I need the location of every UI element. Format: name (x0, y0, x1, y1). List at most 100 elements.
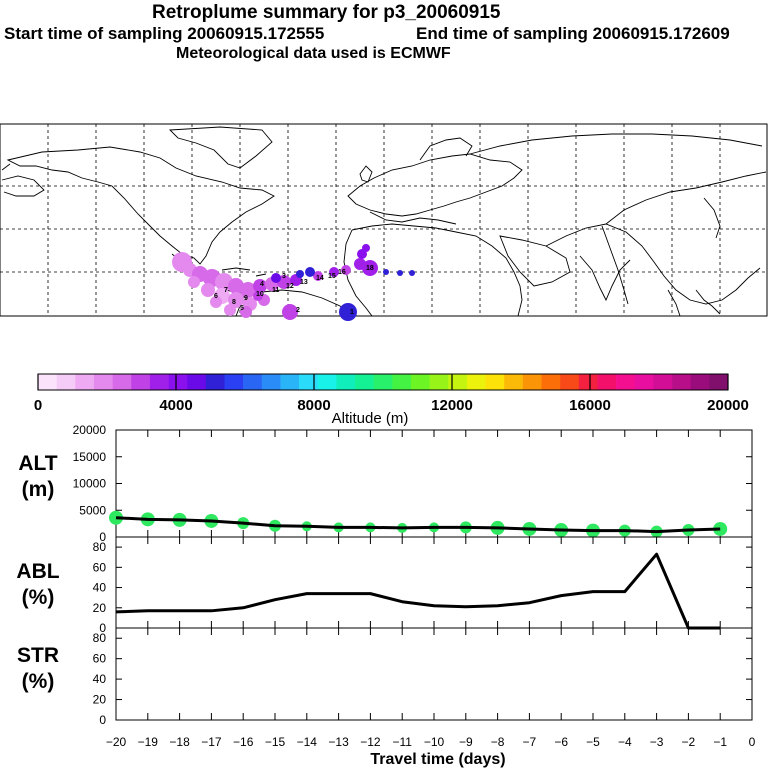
trajectory-dot (341, 265, 351, 275)
x-tick-label: −9 (459, 735, 473, 749)
colorbar-swatch (56, 374, 76, 390)
alt-y-tick-label: 5000 (79, 503, 106, 517)
str-axis-unit: (%) (22, 670, 55, 693)
trajectory-day-label: 14 (316, 275, 324, 282)
colorbar-tick-label: 20000 (707, 397, 749, 414)
colorbar-swatch (448, 374, 468, 390)
x-tick-label: −16 (233, 735, 254, 749)
trajectory-plume (172, 244, 415, 321)
abl-series-line (115, 552, 721, 630)
alt-y-tick-label: 0 (99, 530, 106, 544)
colorbar-swatch (560, 374, 580, 390)
trajectory-dot (409, 270, 415, 276)
str-panel-frame (115, 627, 753, 721)
trajectory-dot (397, 270, 403, 276)
coastlines (1, 126, 767, 317)
trajectory-dot (313, 271, 323, 281)
abl-y-tick-label: 0 (99, 621, 106, 635)
str-y-tick-label: 40 (93, 672, 107, 686)
x-axis-label: Travel time (days) (370, 751, 505, 768)
trajectory-day-label: 10 (256, 291, 264, 298)
trajectory-dot (305, 267, 315, 277)
abl-panel-frame (115, 536, 753, 629)
colorbar-swatch (504, 374, 524, 390)
trajectory-dot (188, 276, 200, 288)
colorbar-swatch (597, 374, 617, 390)
colorbar-swatch (317, 374, 337, 390)
trajectory-dot (228, 292, 244, 308)
colorbar-swatch (653, 374, 673, 390)
trajectory-day-label: 2 (296, 307, 300, 314)
trajectory-dot (296, 270, 304, 278)
trajectory-day-label: 5 (240, 305, 244, 312)
title-block: Retroplume summary for p3_20060915 Start… (0, 0, 768, 70)
map-frame (0, 123, 768, 317)
colorbar-swatch (280, 374, 300, 390)
x-tick-label: −12 (360, 735, 381, 749)
alt-y-tick-label: 15000 (73, 450, 107, 464)
trajectory-dot (201, 283, 215, 297)
map-graticule (0, 124, 767, 316)
start-sampling-text: Start time of sampling 20060915.172555 (4, 24, 325, 43)
colorbar-swatch (541, 374, 561, 390)
x-tick-label: −11 (392, 735, 412, 749)
x-tick-label: −19 (138, 735, 159, 749)
abl-axis-label: ABL (16, 560, 59, 583)
colorbar-swatch (373, 374, 393, 390)
trajectory-day-label: 12 (286, 283, 294, 290)
met-data-text: Meteorological data used is ECMWF (176, 45, 451, 62)
colorbar-swatch (616, 374, 636, 390)
trajectory-dot (282, 304, 298, 320)
x-tick-label: −8 (491, 735, 505, 749)
alt-panel: 0 5000 10000 15000 20000 ALT (m) (18, 423, 753, 544)
colorbar-tick-label: 0 (34, 397, 42, 414)
colorbar-swatch (410, 374, 430, 390)
trajectory-day-label: 16 (338, 269, 346, 276)
colorbar-swatch (355, 374, 374, 390)
str-axis-label: STR (17, 644, 59, 667)
alt-axis-unit: (m) (22, 478, 55, 501)
colorbar-swatch (75, 374, 95, 390)
end-sampling-text: End time of sampling 20060915.172609 (416, 24, 730, 43)
colorbar-swatch (429, 374, 449, 390)
x-tick-label: −3 (650, 735, 664, 749)
colorbar-swatch (168, 374, 188, 390)
colorbar-tick-label: 4000 (159, 397, 192, 414)
x-tick-label: −2 (682, 735, 696, 749)
colorbar-swatch (392, 374, 412, 390)
colorbar-swatch (485, 374, 505, 390)
colorbar-swatch (131, 374, 151, 390)
abl-axis-unit: (%) (22, 586, 55, 609)
x-tick-label: −18 (169, 735, 190, 749)
colorbar-swatch (93, 374, 113, 390)
trajectory-day-label: 15 (328, 273, 336, 280)
abl-y-tick-label: 80 (93, 540, 107, 554)
trajectory-dot (329, 267, 339, 277)
colorbar-swatch (709, 374, 729, 390)
str-y-tick-label: 0 (99, 713, 106, 727)
x-tick-label: −4 (618, 735, 632, 749)
colorbar-swatch (224, 374, 244, 390)
colorbar-swatch (243, 374, 263, 390)
alt-series-line (115, 516, 721, 534)
colorbar-swatch (634, 374, 654, 390)
trajectory-day-label: 7 (224, 287, 228, 294)
time-series-panels: 0 5000 10000 15000 20000 ALT (m) 0 20 40 60 80 ABL (%… (16, 423, 755, 768)
trajectory-day-label: 4 (260, 281, 264, 288)
abl-y-tick-label: 60 (93, 560, 107, 574)
trajectory-dot (240, 282, 256, 298)
abl-panel: 0 20 40 60 80 ABL (%) (16, 536, 753, 635)
trajectory-day-label: 8 (232, 299, 236, 306)
plot-title: Retroplume summary for p3_20060915 (152, 2, 501, 23)
colorbar-swatch (149, 374, 169, 390)
x-tick-label: −6 (554, 735, 568, 749)
alt-y-tick-label: 20000 (73, 423, 107, 437)
trajectory-day-label: 9 (244, 295, 248, 302)
trajectory-dot (253, 279, 267, 293)
colorbar-swatch (261, 374, 281, 390)
x-tick-label: −20 (106, 735, 127, 749)
trajectory-dot (210, 296, 222, 308)
x-tick-label: −15 (265, 735, 286, 749)
